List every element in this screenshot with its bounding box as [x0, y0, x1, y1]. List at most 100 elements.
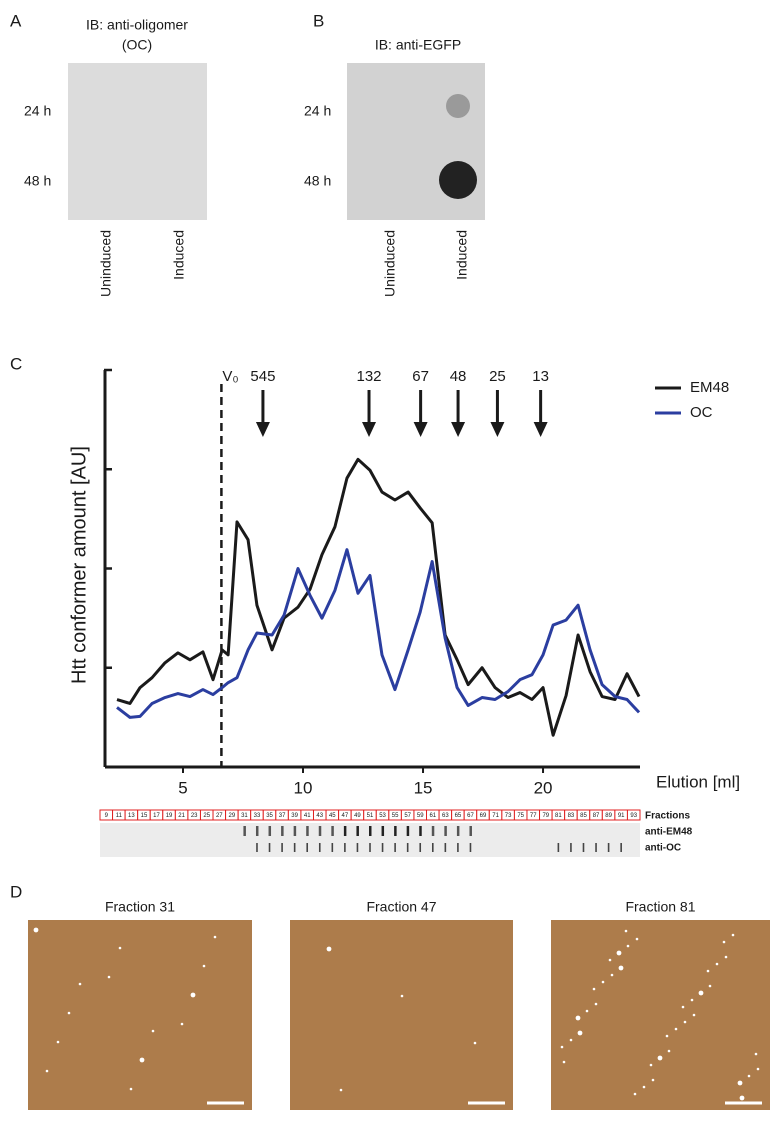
fraction-number: 45 [329, 813, 336, 819]
particle [585, 1009, 589, 1013]
blot [68, 63, 207, 220]
particle [756, 1067, 760, 1071]
y-axis-label: Htt conformer amount [AU] [68, 446, 90, 684]
band [369, 826, 372, 836]
particle [737, 1080, 743, 1086]
band [469, 826, 472, 836]
band [456, 826, 460, 836]
marker-label: 545 [250, 368, 275, 385]
fraction-number: 55 [392, 813, 399, 819]
particle [473, 1041, 477, 1045]
fraction-number: 47 [342, 813, 349, 819]
particle [722, 940, 726, 944]
particle [400, 994, 404, 998]
legend-label: EM48 [690, 379, 729, 396]
particle [624, 929, 628, 933]
fraction-number: 79 [542, 813, 549, 819]
x-tick-label: 5 [178, 778, 187, 797]
band [331, 843, 334, 852]
fraction-number: 21 [178, 813, 185, 819]
particle [326, 946, 332, 952]
fraction-number: 87 [593, 813, 600, 819]
band [293, 826, 297, 836]
particle [610, 973, 614, 977]
fraction-number: 39 [291, 813, 298, 819]
particle [626, 944, 630, 948]
particle [692, 1013, 696, 1017]
band [281, 826, 284, 836]
particle [681, 1005, 685, 1009]
band [268, 826, 272, 836]
column-label: Induced [171, 230, 187, 280]
particle [575, 1015, 581, 1021]
particle [560, 1045, 564, 1049]
band [268, 843, 271, 852]
particle [706, 969, 710, 973]
fraction-number: 75 [517, 813, 524, 819]
fraction-number: 33 [254, 813, 261, 819]
arrow-head [533, 422, 548, 437]
fraction-number: 31 [241, 813, 248, 819]
image-title: Fraction 81 [625, 899, 695, 915]
x-tick-label: 10 [294, 778, 313, 797]
band [557, 843, 560, 852]
arrow-head [255, 422, 270, 437]
fraction-number: 65 [455, 813, 462, 819]
band [256, 843, 258, 852]
fraction-number: 85 [580, 813, 587, 819]
particle [665, 1034, 669, 1038]
row-label: 48 h [24, 173, 51, 189]
band [419, 843, 422, 852]
particle [642, 1085, 646, 1089]
band [343, 826, 347, 836]
band [406, 843, 409, 852]
particle [616, 950, 622, 956]
particle [594, 1002, 598, 1006]
band [394, 843, 396, 852]
fraction-number: 53 [379, 813, 386, 819]
band [570, 843, 572, 852]
marker-label: 48 [450, 368, 467, 385]
blot-title: (OC) [122, 37, 152, 53]
arrow-head [490, 422, 505, 437]
band [457, 843, 459, 852]
particle [651, 1078, 655, 1082]
band [281, 843, 283, 852]
afm-image [28, 920, 252, 1110]
particle [683, 1020, 687, 1024]
dot [446, 94, 470, 118]
band [431, 843, 434, 852]
marker-label: 132 [357, 368, 382, 385]
fraction-number: 35 [266, 813, 273, 819]
x-tick-label: 20 [534, 778, 553, 797]
fraction-number: 67 [467, 813, 474, 819]
strip-row-label: anti-EM48 [645, 827, 693, 838]
row-label: 24 h [304, 103, 331, 119]
fraction-number: 61 [429, 813, 436, 819]
band [595, 843, 597, 852]
fraction-number: 69 [480, 813, 487, 819]
row-label: 48 h [304, 173, 331, 189]
fraction-number: 9 [105, 813, 109, 819]
particle [592, 987, 596, 991]
particle [67, 1011, 71, 1015]
band [356, 826, 359, 836]
fraction-number: 59 [417, 813, 424, 819]
band [331, 826, 334, 836]
fraction-number: 57 [404, 813, 411, 819]
particle [724, 955, 728, 959]
particle [618, 965, 624, 971]
fraction-number: 71 [492, 813, 499, 819]
particle [731, 933, 735, 937]
band [444, 843, 447, 852]
panel-letter: D [10, 882, 22, 901]
particle [180, 1022, 184, 1026]
particle [698, 990, 704, 996]
fraction-number: 63 [442, 813, 449, 819]
fraction-number: 11 [116, 813, 123, 819]
particle [339, 1088, 343, 1092]
particle [139, 1057, 145, 1063]
particle [118, 946, 122, 950]
fraction-number: 83 [568, 813, 575, 819]
